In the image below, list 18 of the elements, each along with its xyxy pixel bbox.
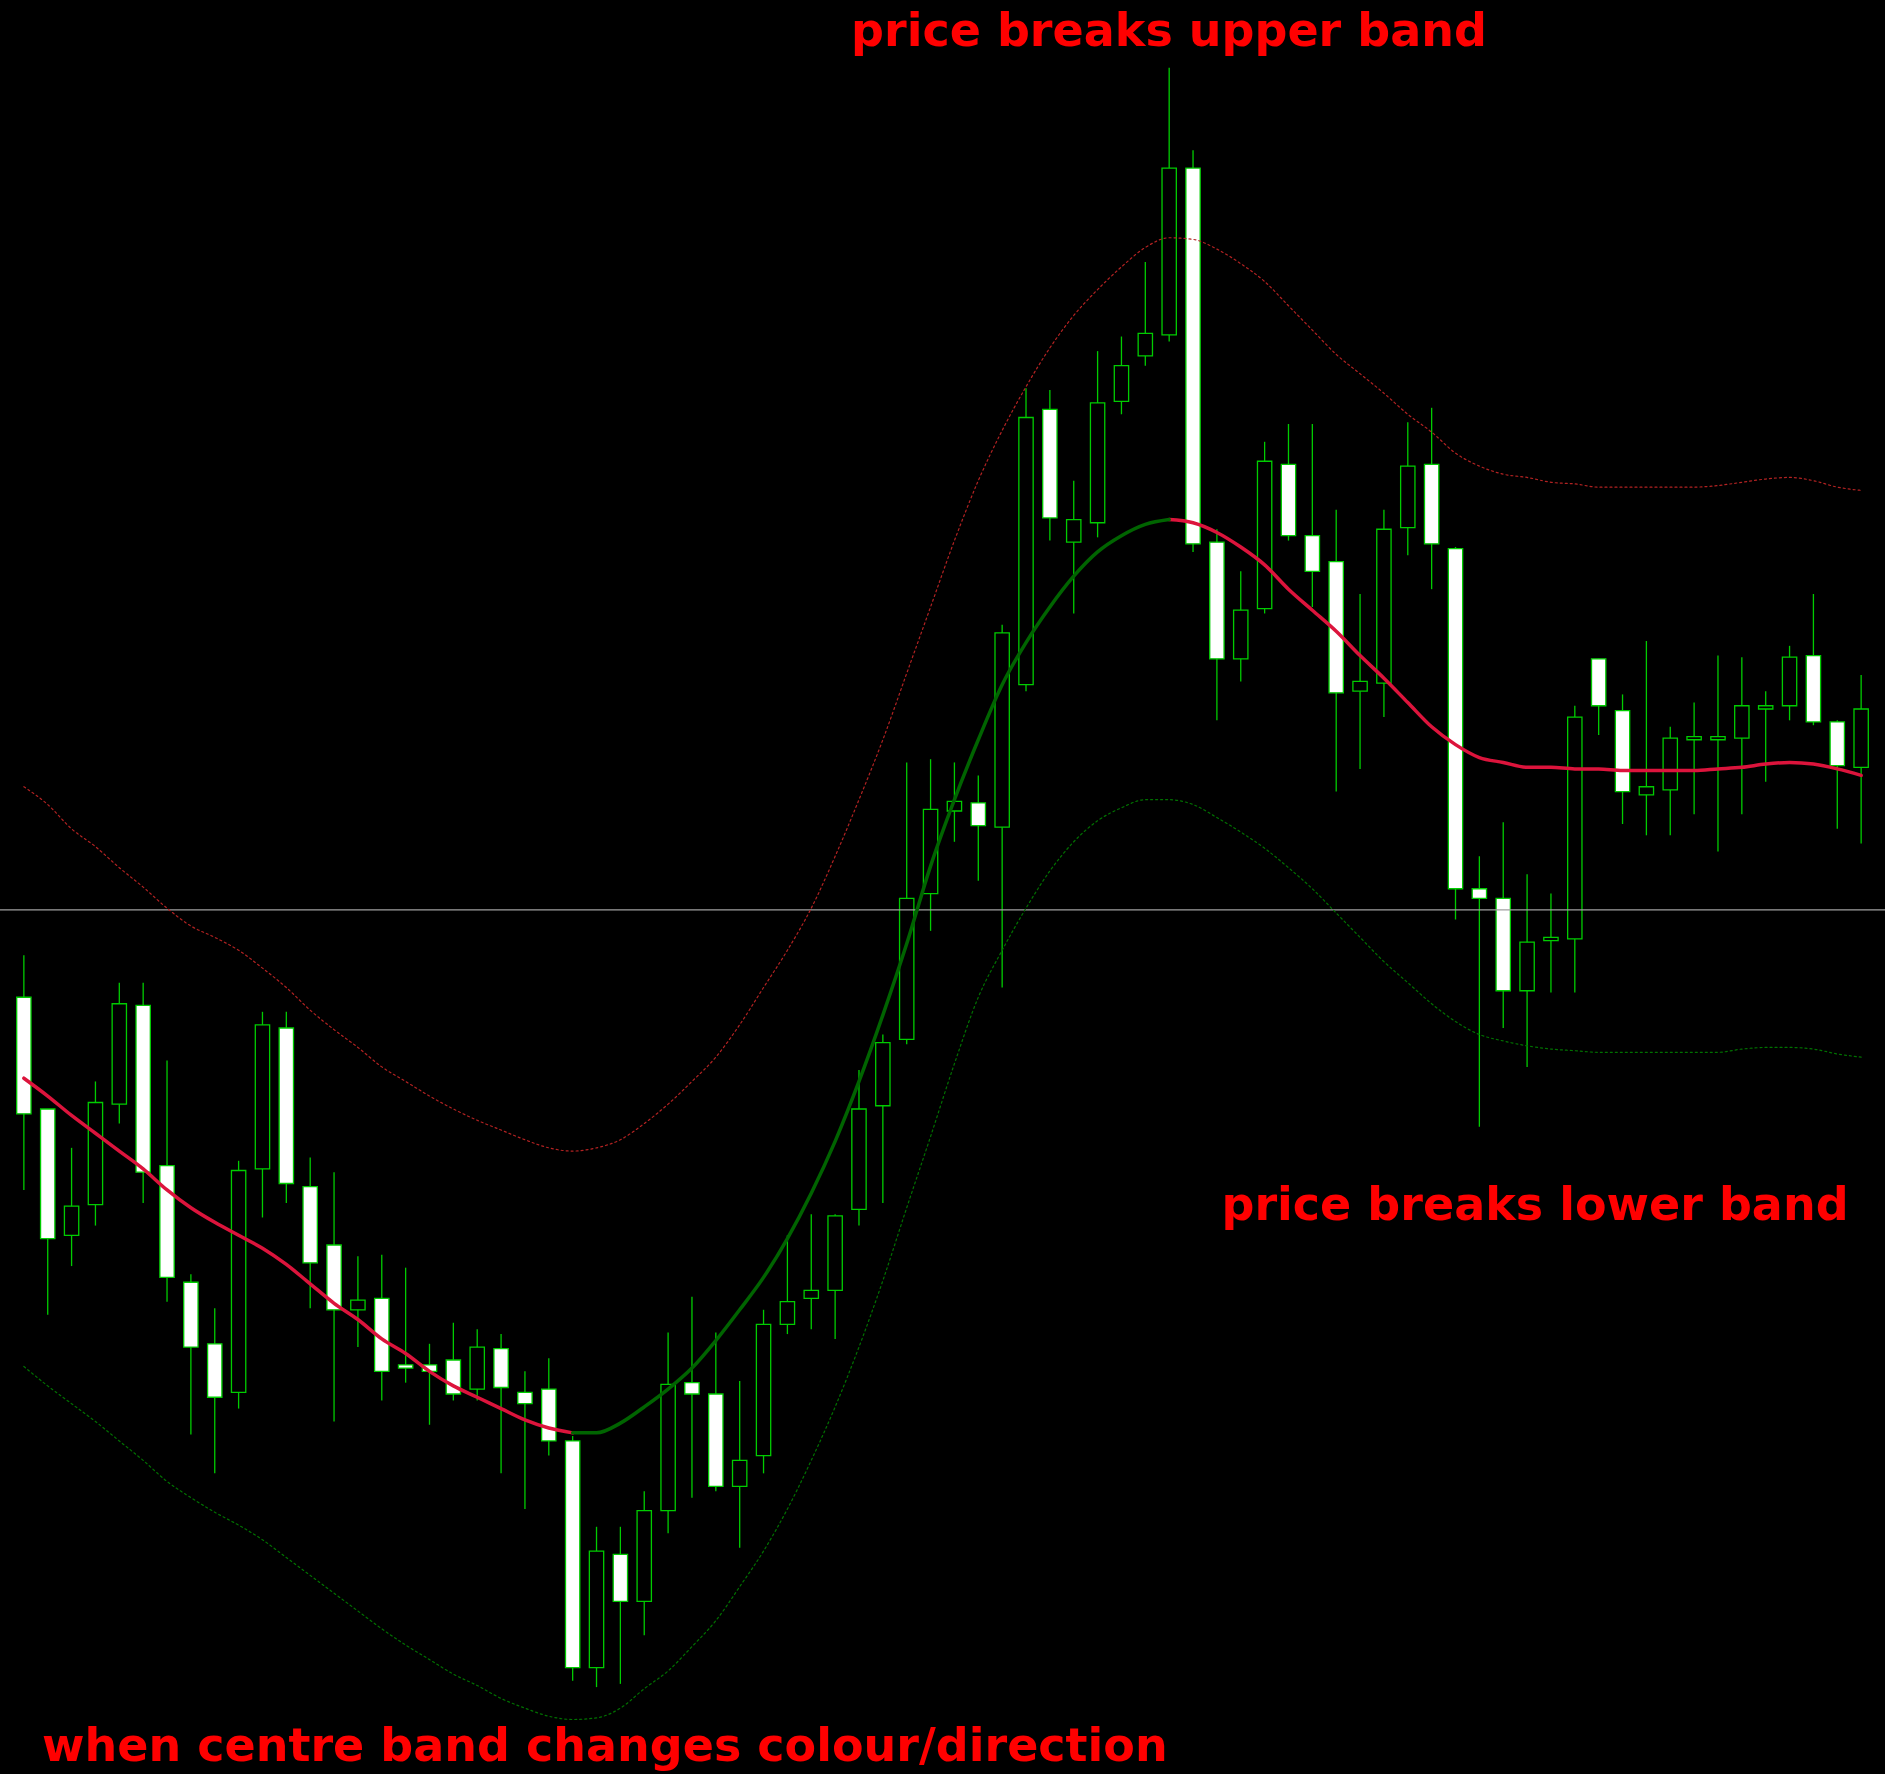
candlestick xyxy=(1638,640,1655,836)
candlestick xyxy=(1352,593,1368,770)
candlestick xyxy=(684,1296,700,1499)
candlestick xyxy=(1471,855,1488,1128)
candlestick xyxy=(1543,892,1559,994)
candlestick xyxy=(1757,690,1774,783)
candlestick xyxy=(397,1267,414,1384)
text: price breaks upper band xyxy=(851,3,1487,57)
candlestick xyxy=(1065,480,1082,615)
candlestick xyxy=(517,1370,533,1510)
candlestick xyxy=(970,774,987,882)
candlestick xyxy=(350,1255,366,1348)
candlestick xyxy=(1686,701,1702,815)
text: when centre band changes colour/direction xyxy=(42,1718,1168,1772)
annotation: price breaks lower band xyxy=(1221,1177,1849,1231)
candlestick xyxy=(1710,654,1726,853)
candlestick xyxy=(1137,261,1154,367)
candlestick xyxy=(803,1213,820,1330)
